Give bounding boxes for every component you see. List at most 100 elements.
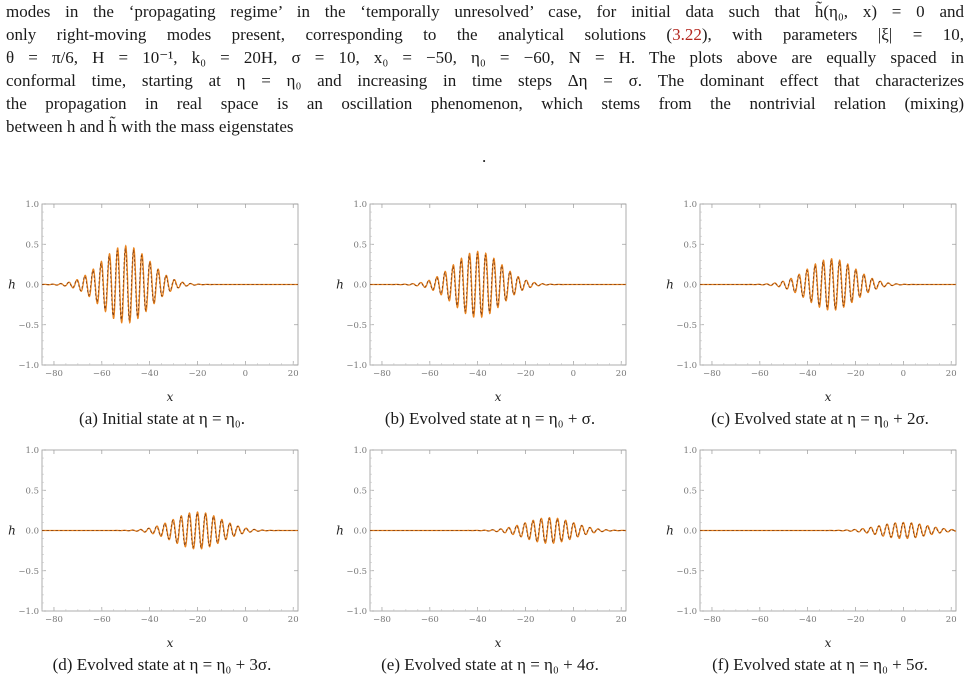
body-paragraph: modes in the ‘propagating regime’ in the… [6,0,964,138]
paragraph-line-2: only right-moving modes present, corresp… [6,23,964,46]
x-tick-label: −40 [141,369,159,379]
x-tick-label: 0 [243,615,248,625]
y-tick-label: 0.5 [683,486,697,496]
y-tick-label: 0.0 [25,527,39,537]
chart-panel-c: 1.0 0.5 0.0 −0.5 −1.0 −80 −60 −40 −20 0 20 h x (c) Ev… [660,200,970,434]
series-line-dashed [700,259,956,309]
y-tick-label: 1.0 [25,200,39,210]
x-tick-label: 0 [243,369,248,379]
x-tick-label: −60 [421,369,439,379]
paragraph-line-5: the propagation in real space is an osci… [6,94,964,113]
paragraph-line-2-head: only right-moving modes present, corresp… [6,25,673,44]
x-tick-label: 20 [946,369,957,379]
y-tick-label: 1.0 [25,446,39,456]
x-tick-label: 0 [901,615,906,625]
chart-svg-b: 1.0 0.5 0.0 −0.5 −1.0 −80 −60 −40 −20 0 20 h x [336,200,627,404]
y-tick-label: −1.0 [346,361,367,371]
figure-caption-f: (f) Evolved state at η = η₀ + 5σ. [712,655,928,674]
y-tick-label: 1.0 [353,200,367,210]
x-tick-label: 20 [946,615,957,625]
y-axis-label: h [8,278,16,292]
chart-svg-e: 1.0 0.5 0.0 −0.5 −1.0 −80 −60 −40 −20 0 20 h x [336,446,627,650]
x-tick-label: 20 [616,369,627,379]
series-line-dashed [370,253,626,316]
x-tick-label: 0 [571,369,576,379]
x-tick-label: −60 [93,369,111,379]
y-tick-label: −0.5 [676,321,697,331]
series-line-dashed [370,518,626,543]
chart-panel-e: 1.0 0.5 0.0 −0.5 −1.0 −80 −60 −40 −20 0 20 h x (e) Ev… [330,446,650,680]
y-tick-label: 0.5 [25,486,39,496]
y-tick-label: −1.0 [18,607,39,617]
x-tick-label: −40 [469,615,487,625]
y-tick-label: 0.5 [353,486,367,496]
x-tick-label: −20 [847,615,865,625]
x-tick-label: −20 [517,369,535,379]
y-axis-label: h [336,278,344,292]
x-tick-label: −20 [189,615,207,625]
y-axis-label: h [336,524,344,538]
y-tick-label: −0.5 [346,567,367,577]
paragraph-line-4: conformal time, starting at η = η₀ and i… [6,71,964,90]
series-line-dashed [42,512,298,549]
y-tick-label: −1.0 [676,607,697,617]
figure-caption-c: (c) Evolved state at η = η₀ + 2σ. [711,409,929,428]
y-tick-label: 1.0 [683,446,697,456]
paragraph-line-3: θ = π/6, H = 10⁻¹, k₀ = 20H, σ = 10, x₀ … [6,48,964,67]
figure-caption-b: (b) Evolved state at η = η₀ + σ. [384,409,596,428]
series-line-orange [41,244,298,325]
y-tick-label: 1.0 [683,200,697,210]
equation-dot: . [482,147,487,166]
x-tick-label: −40 [469,369,487,379]
y-tick-label: 0.0 [25,281,39,291]
paragraph-line-6: between h and h̃ with the mass eigenstat… [6,117,294,136]
y-axis-label: h [666,278,674,292]
y-axis-label: h [8,524,16,538]
x-axis-label: x [167,390,174,404]
figure-caption-d: (d) Evolved state at η = η₀ + 3σ. [52,655,272,674]
y-tick-label: −0.5 [346,321,367,331]
figure-caption-a: (a) Initial state at η = η₀. [79,409,245,428]
x-tick-label: −20 [847,369,865,379]
x-tick-label: −80 [45,369,63,379]
y-tick-label: −1.0 [676,361,697,371]
x-tick-label: 20 [616,615,627,625]
chart-svg-c: 1.0 0.5 0.0 −0.5 −1.0 −80 −60 −40 −20 0 20 h x [666,200,957,404]
y-tick-label: −1.0 [18,361,39,371]
chart-panel-f: 1.0 0.5 0.0 −0.5 −1.0 −80 −60 −40 −20 0 20 h x (f) Ev… [660,446,970,680]
x-axis-label: x [495,390,502,404]
chart-panel-d: 1.0 0.5 0.0 −0.5 −1.0 −80 −60 −40 −20 0 20 h x (d) Ev… [2,446,322,680]
chart-panel-a: 1.0 0.5 0.0 −0.5 −1.0 −80 −60 −40 −20 0 20 h x (a) In… [2,200,322,434]
y-tick-label: 0.0 [353,527,367,537]
y-tick-label: 0.5 [683,240,697,250]
chart-svg-a: 1.0 0.5 0.0 −0.5 −1.0 −80 −60 −40 −20 0 20 h x [8,200,299,404]
x-tick-label: 20 [288,615,299,625]
x-tick-label: −80 [703,369,721,379]
y-tick-label: 0.0 [353,281,367,291]
x-tick-label: −60 [751,369,769,379]
y-tick-label: −0.5 [676,567,697,577]
chart-svg-d: 1.0 0.5 0.0 −0.5 −1.0 −80 −60 −40 −20 0 20 h x [8,446,299,650]
equation-reference-link[interactable]: 3.22 [672,25,702,44]
y-tick-label: 0.5 [353,240,367,250]
x-tick-label: −20 [189,369,207,379]
y-tick-label: −0.5 [18,567,39,577]
x-axis-label: x [825,636,832,650]
y-tick-label: 0.0 [683,281,697,291]
x-tick-label: −20 [517,615,535,625]
x-axis-label: x [825,390,832,404]
y-tick-label: 1.0 [353,446,367,456]
y-tick-label: 0.0 [683,527,697,537]
paragraph-line-1: modes in the ‘propagating regime’ in the… [6,2,964,21]
y-tick-label: −1.0 [346,607,367,617]
chart-svg-f: 1.0 0.5 0.0 −0.5 −1.0 −80 −60 −40 −20 0 20 h x [666,446,957,650]
x-tick-label: 0 [901,369,906,379]
x-tick-label: −60 [421,615,439,625]
y-axis-label: h [666,524,674,538]
x-tick-label: 20 [288,369,299,379]
figure-caption-e: (e) Evolved state at η = η₀ + 4σ. [381,655,599,674]
x-tick-label: −80 [373,369,391,379]
x-tick-label: 0 [571,615,576,625]
x-tick-label: −80 [373,615,391,625]
y-tick-label: −0.5 [18,321,39,331]
